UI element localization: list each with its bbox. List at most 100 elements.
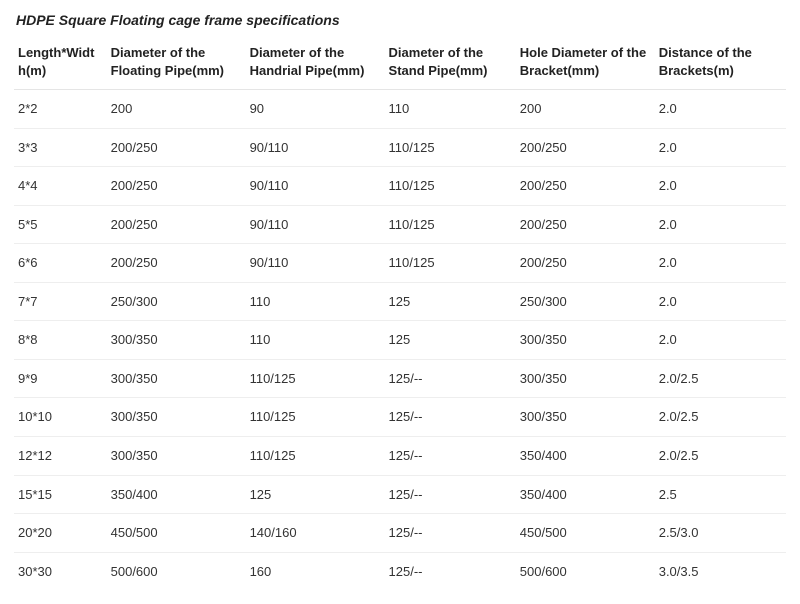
table-cell: 2.0 xyxy=(655,90,786,129)
table-cell: 110/125 xyxy=(246,398,385,437)
table-cell: 200/250 xyxy=(107,128,246,167)
table-cell: 2.5 xyxy=(655,475,786,514)
table-cell: 350/400 xyxy=(516,475,655,514)
table-cell: 7*7 xyxy=(14,282,107,321)
table-cell: 110/125 xyxy=(246,437,385,476)
table-cell: 200/250 xyxy=(107,244,246,283)
table-head: Length*Width(m) Diameter of the Floating… xyxy=(14,38,786,90)
table-cell: 90/110 xyxy=(246,167,385,206)
table-cell: 125/-- xyxy=(385,398,516,437)
table-cell: 110 xyxy=(246,282,385,321)
table-cell: 2.0/2.5 xyxy=(655,359,786,398)
table-cell: 15*15 xyxy=(14,475,107,514)
table-cell: 125/-- xyxy=(385,475,516,514)
table-row: 2*2200901102002.0 xyxy=(14,90,786,129)
col-bracket-hole: Hole Diameter of the Bracket(mm) xyxy=(516,38,655,90)
table-row: 3*3200/25090/110110/125200/2502.0 xyxy=(14,128,786,167)
table-cell: 125/-- xyxy=(385,552,516,590)
table-cell: 450/500 xyxy=(107,514,246,553)
table-cell: 200/250 xyxy=(107,167,246,206)
table-cell: 300/350 xyxy=(107,398,246,437)
table-cell: 6*6 xyxy=(14,244,107,283)
table-cell: 200/250 xyxy=(516,167,655,206)
table-row: 8*8300/350110125300/3502.0 xyxy=(14,321,786,360)
table-cell: 110/125 xyxy=(385,128,516,167)
table-cell: 2.0 xyxy=(655,244,786,283)
table-row: 30*30500/600160125/--500/6003.0/3.5 xyxy=(14,552,786,590)
table-cell: 200/250 xyxy=(516,128,655,167)
table-cell: 300/350 xyxy=(107,321,246,360)
col-floating-pipe: Diameter of the Floating Pipe(mm) xyxy=(107,38,246,90)
table-cell: 90/110 xyxy=(246,205,385,244)
table-cell: 125/-- xyxy=(385,359,516,398)
col-handrail-pipe: Diameter of the Handrial Pipe(mm) xyxy=(246,38,385,90)
table-cell: 140/160 xyxy=(246,514,385,553)
table-cell: 500/600 xyxy=(516,552,655,590)
table-cell: 200/250 xyxy=(516,244,655,283)
spec-table: Length*Width(m) Diameter of the Floating… xyxy=(14,38,786,590)
table-cell: 300/350 xyxy=(107,437,246,476)
table-cell: 20*20 xyxy=(14,514,107,553)
table-cell: 110/125 xyxy=(385,205,516,244)
table-cell: 8*8 xyxy=(14,321,107,360)
page-title: HDPE Square Floating cage frame specific… xyxy=(14,8,786,38)
table-cell: 110 xyxy=(246,321,385,360)
table-cell: 5*5 xyxy=(14,205,107,244)
table-cell: 3*3 xyxy=(14,128,107,167)
table-row: 15*15350/400125125/--350/4002.5 xyxy=(14,475,786,514)
table-cell: 90/110 xyxy=(246,244,385,283)
table-cell: 2.5/3.0 xyxy=(655,514,786,553)
col-length-width: Length*Width(m) xyxy=(14,38,107,90)
table-body: 2*2200901102002.03*3200/25090/110110/125… xyxy=(14,90,786,591)
table-row: 10*10300/350110/125125/--300/3502.0/2.5 xyxy=(14,398,786,437)
table-cell: 2.0 xyxy=(655,205,786,244)
table-row: 5*5200/25090/110110/125200/2502.0 xyxy=(14,205,786,244)
table-cell: 9*9 xyxy=(14,359,107,398)
table-cell: 125 xyxy=(385,321,516,360)
table-cell: 200 xyxy=(107,90,246,129)
table-cell: 300/350 xyxy=(516,398,655,437)
table-cell: 300/350 xyxy=(516,359,655,398)
table-header-row: Length*Width(m) Diameter of the Floating… xyxy=(14,38,786,90)
table-row: 12*12300/350110/125125/--350/4002.0/2.5 xyxy=(14,437,786,476)
table-cell: 250/300 xyxy=(516,282,655,321)
table-cell: 350/400 xyxy=(107,475,246,514)
table-cell: 200/250 xyxy=(107,205,246,244)
table-cell: 110 xyxy=(385,90,516,129)
col-bracket-dist: Distance of the Brackets(m) xyxy=(655,38,786,90)
table-cell: 110/125 xyxy=(385,167,516,206)
table-cell: 500/600 xyxy=(107,552,246,590)
table-cell: 2.0 xyxy=(655,321,786,360)
table-cell: 30*30 xyxy=(14,552,107,590)
table-cell: 2.0/2.5 xyxy=(655,437,786,476)
table-cell: 125/-- xyxy=(385,437,516,476)
table-cell: 125 xyxy=(246,475,385,514)
table-cell: 12*12 xyxy=(14,437,107,476)
table-cell: 2*2 xyxy=(14,90,107,129)
table-cell: 300/350 xyxy=(516,321,655,360)
table-cell: 350/400 xyxy=(516,437,655,476)
table-row: 4*4200/25090/110110/125200/2502.0 xyxy=(14,167,786,206)
table-cell: 110/125 xyxy=(246,359,385,398)
table-cell: 450/500 xyxy=(516,514,655,553)
table-row: 6*6200/25090/110110/125200/2502.0 xyxy=(14,244,786,283)
table-cell: 4*4 xyxy=(14,167,107,206)
table-cell: 110/125 xyxy=(385,244,516,283)
table-cell: 2.0 xyxy=(655,282,786,321)
table-cell: 90 xyxy=(246,90,385,129)
table-cell: 125 xyxy=(385,282,516,321)
table-cell: 160 xyxy=(246,552,385,590)
table-cell: 10*10 xyxy=(14,398,107,437)
col-stand-pipe: Diameter of the Stand Pipe(mm) xyxy=(385,38,516,90)
table-cell: 90/110 xyxy=(246,128,385,167)
table-row: 7*7250/300110125250/3002.0 xyxy=(14,282,786,321)
table-cell: 125/-- xyxy=(385,514,516,553)
table-row: 9*9300/350110/125125/--300/3502.0/2.5 xyxy=(14,359,786,398)
table-cell: 2.0/2.5 xyxy=(655,398,786,437)
table-cell: 200 xyxy=(516,90,655,129)
table-cell: 250/300 xyxy=(107,282,246,321)
spec-sheet: HDPE Square Floating cage frame specific… xyxy=(0,0,800,604)
table-row: 20*20450/500140/160125/--450/5002.5/3.0 xyxy=(14,514,786,553)
table-cell: 300/350 xyxy=(107,359,246,398)
table-cell: 3.0/3.5 xyxy=(655,552,786,590)
